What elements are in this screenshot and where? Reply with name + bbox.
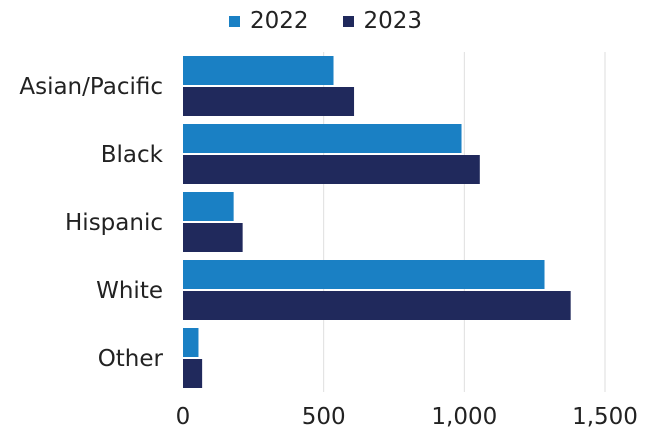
legend-label-2023: 2023	[363, 8, 423, 34]
category-label: Other	[98, 346, 164, 372]
legend-swatch-2023	[342, 15, 354, 27]
category-label: Asian/Pacific	[19, 74, 163, 100]
legend-item-2022: 2022	[228, 6, 309, 36]
bar-2022-hispanic	[183, 192, 234, 221]
legend-item-2023: 2023	[342, 6, 423, 36]
chart-legend: 2022 2023	[0, 6, 651, 36]
bar-2022-white	[183, 260, 545, 289]
x-tick-label: 500	[302, 404, 346, 429]
bar-2022-other	[183, 328, 199, 357]
category-label: Black	[101, 142, 164, 168]
gridlines	[323, 52, 606, 392]
category-labels: Asian/Pacific Black Hispanic White Other	[19, 74, 163, 372]
bar-2023-other	[183, 359, 203, 388]
bar-2023-black	[183, 155, 480, 184]
bar-2022-asian-pacific	[183, 56, 334, 85]
x-tick-label: 1,000	[431, 404, 497, 429]
x-tick-label: 0	[176, 404, 191, 429]
bars	[183, 56, 571, 388]
x-tick-label: 1,500	[572, 404, 638, 429]
legend-swatch-2022	[228, 15, 240, 27]
bar-2023-white	[183, 291, 571, 320]
category-label: Hispanic	[65, 210, 163, 236]
bar-2023-hispanic	[183, 223, 243, 252]
x-tick-labels: 0 500 1,000 1,500	[176, 404, 638, 429]
bar-2023-asian-pacific	[183, 87, 355, 116]
bar-2022-black	[183, 124, 462, 153]
legend-label-2022: 2022	[249, 8, 309, 34]
category-label: White	[96, 278, 163, 304]
